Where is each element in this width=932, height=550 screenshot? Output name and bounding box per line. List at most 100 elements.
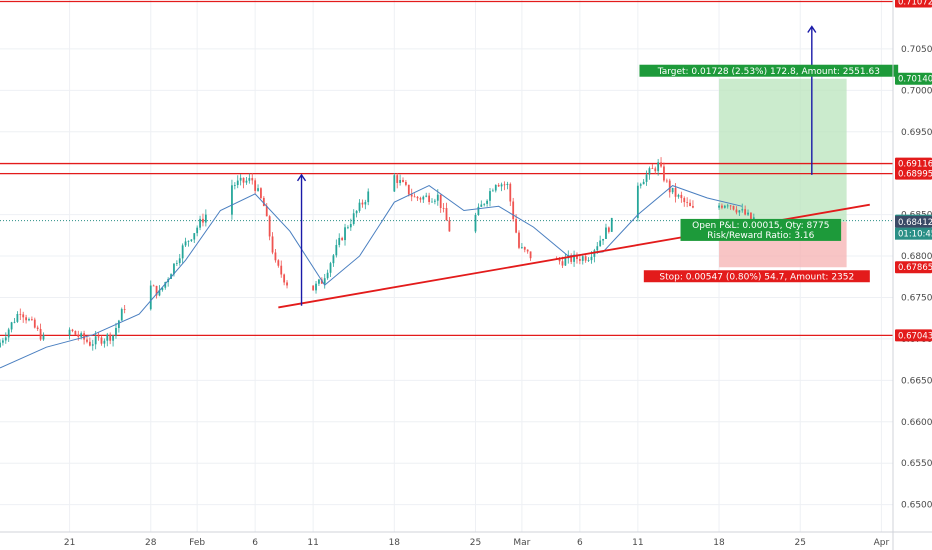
candle-body	[4, 337, 7, 341]
price-badge: 0.70140	[898, 75, 932, 85]
price-badge-bg	[895, 261, 932, 274]
candle-body	[422, 196, 425, 200]
candle-body	[175, 263, 178, 264]
candle-body	[184, 241, 187, 246]
candle-body	[86, 339, 88, 342]
candle-body	[158, 290, 161, 296]
candle-body	[257, 188, 259, 191]
stop-label-box	[643, 270, 870, 283]
candle-body	[80, 333, 83, 337]
candle-body	[161, 287, 164, 291]
candle-body	[103, 340, 106, 344]
candle-body	[399, 179, 402, 183]
candle-body	[112, 335, 114, 341]
candle-body	[718, 205, 720, 208]
candle-body	[335, 244, 338, 256]
pnl-box	[680, 218, 842, 241]
y-tick-label: 0.65000	[901, 501, 932, 511]
level-badge-bg	[895, 167, 932, 180]
candle-body	[344, 227, 346, 241]
candle-body	[642, 181, 645, 185]
candle-body	[413, 196, 416, 198]
candle-body	[741, 209, 744, 211]
candle-body	[677, 194, 680, 197]
candle-body	[181, 245, 184, 259]
candle-body	[491, 190, 494, 192]
candle-body	[750, 212, 752, 219]
candle-body	[651, 168, 654, 170]
x-tick-label: 11	[307, 538, 318, 548]
candle-body	[428, 195, 431, 202]
candle-body	[431, 201, 433, 203]
x-tick-label: Apr	[874, 538, 890, 548]
x-tick-label: 21	[64, 538, 75, 548]
candle-body	[442, 207, 445, 209]
candle-body	[483, 203, 486, 205]
candle-body	[407, 184, 410, 195]
candle-body	[268, 216, 271, 237]
candle-body	[523, 247, 526, 250]
candle-body	[106, 334, 109, 341]
candle-body	[405, 182, 407, 185]
candle-body	[202, 218, 204, 223]
candle-body	[680, 194, 683, 199]
candle-body	[109, 334, 112, 341]
x-tick-label: Mar	[513, 538, 530, 548]
candle-body	[599, 240, 602, 247]
candle-body	[605, 227, 607, 239]
candle-body	[480, 204, 483, 207]
level-badge-bg	[895, 0, 932, 8]
candle-body	[265, 206, 268, 217]
candle-body	[312, 285, 315, 291]
candle-body	[36, 327, 39, 329]
candle-body	[723, 205, 726, 208]
candle-body	[497, 185, 500, 187]
candle-body	[22, 314, 25, 318]
candle-body	[500, 184, 503, 187]
candle-body	[245, 180, 248, 183]
price-badge: 0.68412	[898, 218, 932, 228]
candle-body	[329, 263, 332, 273]
candle-body	[448, 220, 451, 232]
candle-body	[149, 285, 152, 310]
candle-body	[506, 183, 509, 185]
candle-body	[117, 320, 120, 328]
candle-body	[584, 256, 587, 261]
candle-body	[494, 185, 497, 191]
candle-body	[91, 344, 94, 346]
x-tick-label: 18	[389, 538, 401, 548]
level-badge-bg	[895, 157, 932, 170]
candle-body	[570, 255, 573, 262]
candle-body	[204, 214, 207, 223]
target-label: Target: 0.01728 (2.53%) 172.8, Amount: 2…	[657, 67, 880, 77]
target-zone	[719, 78, 847, 222]
candle-body	[190, 239, 193, 241]
candle-body	[509, 183, 512, 202]
pnl-label: Open P&L: 0.00015, Qty: 8775	[692, 221, 829, 231]
candle-body	[744, 209, 747, 215]
candle-body	[100, 337, 103, 344]
stop-label: Stop: 0.00547 (0.80%) 54.7, Amount: 2352	[659, 272, 854, 282]
candle-body	[233, 185, 236, 186]
candle-body	[352, 213, 355, 225]
candle-body	[578, 258, 581, 261]
candle-body	[13, 321, 16, 323]
candle-body	[173, 263, 175, 275]
candle-body	[280, 265, 283, 275]
candle-body	[16, 313, 19, 322]
candle-body	[251, 178, 254, 181]
candle-body	[561, 261, 564, 266]
x-tick-label: 28	[145, 538, 157, 548]
candle-body	[419, 198, 422, 200]
candle-body	[689, 202, 691, 207]
candle-body	[636, 185, 639, 218]
candle-body	[74, 330, 77, 335]
candle-body	[515, 219, 517, 233]
candle-body	[320, 279, 323, 284]
candle-body	[402, 179, 404, 183]
